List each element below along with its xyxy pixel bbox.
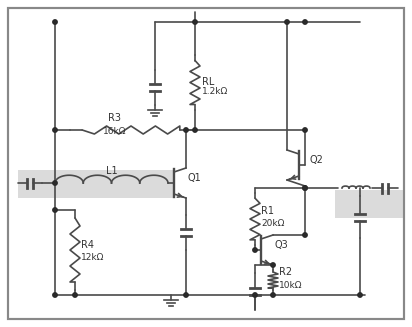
Text: Q1: Q1 — [188, 173, 202, 183]
Circle shape — [253, 293, 257, 297]
Circle shape — [271, 293, 275, 297]
Circle shape — [253, 248, 257, 252]
Text: 16kΩ: 16kΩ — [103, 128, 127, 136]
Bar — [18, 170, 173, 198]
Text: 1.2kΩ: 1.2kΩ — [202, 88, 228, 96]
Text: R3: R3 — [108, 113, 122, 123]
Circle shape — [184, 128, 188, 132]
Circle shape — [193, 128, 197, 132]
Circle shape — [285, 20, 289, 24]
Text: Q3: Q3 — [275, 240, 289, 250]
Circle shape — [73, 293, 77, 297]
Text: R4: R4 — [81, 239, 94, 250]
Circle shape — [303, 20, 307, 24]
Circle shape — [53, 208, 57, 212]
Text: Q2: Q2 — [310, 155, 324, 165]
Text: 10kΩ: 10kΩ — [279, 281, 302, 289]
Text: L1: L1 — [106, 166, 117, 176]
Text: 20kΩ: 20kΩ — [261, 219, 284, 229]
Circle shape — [303, 128, 307, 132]
Circle shape — [271, 263, 275, 267]
Text: R1: R1 — [261, 206, 274, 216]
Circle shape — [303, 186, 307, 190]
Circle shape — [193, 20, 197, 24]
Text: RL: RL — [202, 77, 214, 87]
Circle shape — [184, 293, 188, 297]
Text: R2: R2 — [279, 267, 292, 277]
Circle shape — [53, 128, 57, 132]
Circle shape — [358, 293, 362, 297]
Circle shape — [53, 20, 57, 24]
Circle shape — [53, 181, 57, 185]
Text: 12kΩ: 12kΩ — [81, 253, 104, 262]
Bar — [335, 190, 403, 218]
Circle shape — [303, 233, 307, 237]
Circle shape — [303, 186, 307, 190]
Circle shape — [53, 293, 57, 297]
